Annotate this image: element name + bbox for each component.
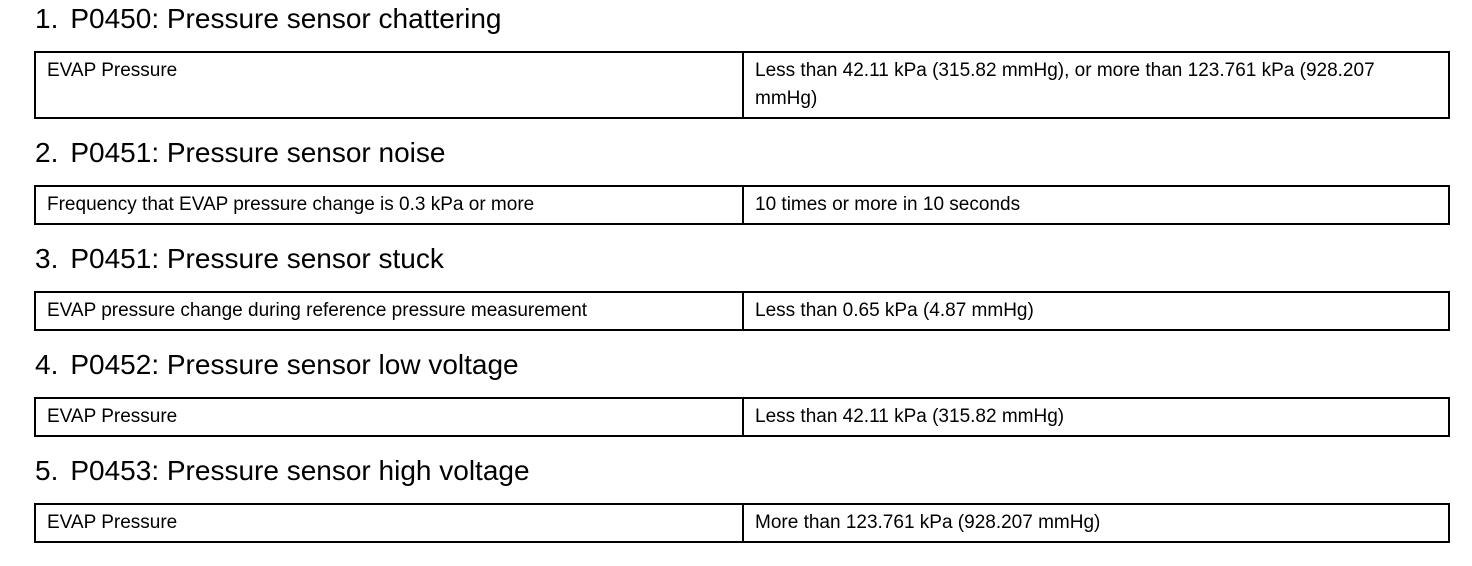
section: 2. P0451: Pressure sensor noise Frequency … — [34, 136, 1450, 225]
condition-item: EVAP pressure change during reference pr… — [34, 291, 744, 331]
section: 3. P0451: Pressure sensor stuck EVAP press… — [34, 242, 1450, 331]
condition-item: EVAP Pressure — [34, 503, 744, 543]
condition-table: EVAP Pressure Less than 42.11 kPa (315.82… — [34, 397, 1450, 437]
condition-value: Less than 42.11 kPa (315.82 mmHg) — [742, 397, 1450, 437]
section-title: P0453: Pressure sensor high voltage — [70, 455, 530, 486]
condition-value: More than 123.761 kPa (928.207 mmHg) — [742, 503, 1450, 543]
condition-item: EVAP Pressure — [34, 397, 744, 437]
section-title: P0452: Pressure sensor low voltage — [70, 349, 519, 380]
table-body: EVAP Pressure Less than 42.11 kPa (315.82… — [34, 397, 1450, 437]
section-title: P0451: Pressure sensor noise — [70, 137, 446, 168]
section-title: P0450: Pressure sensor chattering — [70, 3, 502, 34]
table-row: EVAP Pressure More than 123.761 kPa (928.… — [34, 503, 1450, 543]
section-number: 1. — [35, 3, 59, 34]
condition-value: 10 times or more in 10 seconds — [742, 185, 1450, 225]
section: 4. P0452: Pressure sensor low voltage EVAP… — [34, 348, 1450, 437]
table-body: EVAP pressure change during reference pr… — [34, 291, 1450, 331]
section-heading: 5. P0453: Pressure sensor high voltage — [34, 454, 1450, 488]
document: 1. P0450: Pressure sensor chattering EVAP … — [34, 2, 1450, 543]
table-row: Frequency that EVAP pressure change is 0… — [34, 185, 1450, 225]
section-title: P0451: Pressure sensor stuck — [70, 243, 444, 274]
condition-value: Less than 0.65 kPa (4.87 mmHg) — [742, 291, 1450, 331]
section-number: 2. — [35, 137, 59, 168]
condition-table: Frequency that EVAP pressure change is 0… — [34, 185, 1450, 225]
table-body: EVAP Pressure More than 123.761 kPa (928.… — [34, 503, 1450, 543]
condition-item: Frequency that EVAP pressure change is 0… — [34, 185, 744, 225]
section-heading: 4. P0452: Pressure sensor low voltage — [34, 348, 1450, 382]
table-row: EVAP Pressure Less than 42.11 kPa (315.82… — [34, 51, 1450, 119]
condition-table: EVAP Pressure Less than 42.11 kPa (315.82… — [34, 51, 1450, 119]
section-heading: 2. P0451: Pressure sensor noise — [34, 136, 1450, 170]
section-heading: 3. P0451: Pressure sensor stuck — [34, 242, 1450, 276]
table-row: EVAP pressure change during reference pr… — [34, 291, 1450, 331]
section-number: 5. — [35, 455, 59, 486]
section: 5. P0453: Pressure sensor high voltage EVA… — [34, 454, 1450, 543]
section: 1. P0450: Pressure sensor chattering EVAP … — [34, 2, 1450, 119]
table-body: EVAP Pressure Less than 42.11 kPa (315.82… — [34, 51, 1450, 119]
condition-value: Less than 42.11 kPa (315.82 mmHg), or mo… — [742, 51, 1450, 119]
condition-item: EVAP Pressure — [34, 51, 744, 119]
condition-table: EVAP Pressure More than 123.761 kPa (928.… — [34, 503, 1450, 543]
table-row: EVAP Pressure Less than 42.11 kPa (315.82… — [34, 397, 1450, 437]
section-number: 3. — [35, 243, 59, 274]
table-body: Frequency that EVAP pressure change is 0… — [34, 185, 1450, 225]
section-number: 4. — [35, 349, 59, 380]
condition-table: EVAP pressure change during reference pr… — [34, 291, 1450, 331]
section-heading: 1. P0450: Pressure sensor chattering — [34, 2, 1450, 36]
